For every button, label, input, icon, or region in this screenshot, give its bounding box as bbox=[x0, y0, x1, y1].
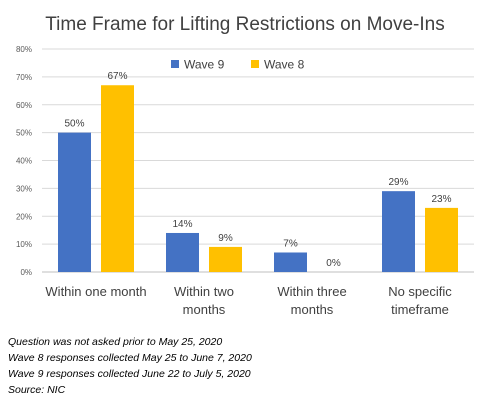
data-label: 9% bbox=[218, 233, 233, 244]
bar bbox=[58, 132, 91, 272]
y-tick-label: 30% bbox=[16, 184, 32, 193]
y-tick-label: 40% bbox=[16, 157, 32, 166]
x-tick-label: timeframe bbox=[391, 302, 449, 317]
footnote: Question was not asked prior to May 25, … bbox=[8, 336, 223, 348]
legend-label: Wave 8 bbox=[264, 58, 305, 72]
x-tick-label: months bbox=[291, 302, 334, 317]
y-tick-label: 0% bbox=[20, 268, 32, 277]
y-tick-label: 60% bbox=[16, 101, 32, 110]
data-label: 14% bbox=[172, 219, 192, 230]
x-tick-label: Within two bbox=[174, 284, 234, 299]
chart-title: Time Frame for Lifting Restrictions on M… bbox=[45, 14, 445, 35]
footnotes: Question was not asked prior to May 25, … bbox=[8, 334, 252, 398]
data-label: 50% bbox=[64, 119, 84, 130]
y-tick-label: 10% bbox=[16, 240, 32, 249]
x-axis-labels: Within one month Within two months Within t… bbox=[45, 284, 452, 317]
bar bbox=[382, 191, 415, 272]
footnote: Source: NIC bbox=[8, 384, 66, 396]
legend-label: Wave 9 bbox=[184, 58, 225, 72]
y-tick-label: 80% bbox=[16, 45, 32, 54]
data-label: 67% bbox=[107, 71, 127, 82]
x-tick-label: Within one month bbox=[45, 284, 146, 299]
y-tick-label: 50% bbox=[16, 129, 32, 138]
bar bbox=[101, 85, 134, 272]
x-tick-label: No specific bbox=[388, 284, 452, 299]
bars bbox=[58, 85, 458, 272]
legend-swatch bbox=[251, 60, 259, 68]
legend: Wave 9 Wave 8 bbox=[171, 58, 305, 72]
data-label: 23% bbox=[431, 194, 451, 205]
data-labels: 50% 67% 14% 9% 7% 0% 29% 23% bbox=[64, 71, 451, 269]
x-tick-label: months bbox=[183, 302, 226, 317]
bar bbox=[274, 252, 307, 272]
x-tick-label: Within three bbox=[277, 284, 346, 299]
y-axis-ticks: 0% 10% 20% 30% 40% 50% 60% 70% 80% bbox=[16, 45, 32, 277]
footnote: Wave 9 responses collected June 22 to Ju… bbox=[8, 368, 251, 380]
data-label: 0% bbox=[326, 258, 341, 269]
bar bbox=[209, 246, 242, 272]
footnote: Wave 8 responses collected May 25 to Jun… bbox=[8, 352, 252, 364]
bar bbox=[166, 232, 199, 272]
data-label: 7% bbox=[283, 238, 298, 249]
data-label: 29% bbox=[388, 177, 408, 188]
bar bbox=[425, 207, 458, 272]
legend-swatch bbox=[171, 60, 179, 68]
y-tick-label: 20% bbox=[16, 212, 32, 221]
y-tick-label: 70% bbox=[16, 73, 32, 82]
